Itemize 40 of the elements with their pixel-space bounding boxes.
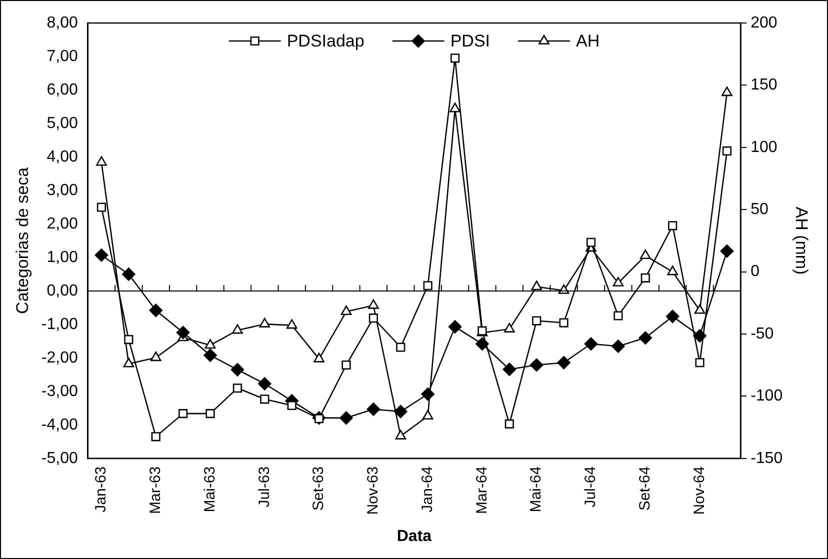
- y-tick-label: -5,00: [41, 450, 78, 467]
- y2-tick-label: 150: [750, 76, 778, 94]
- y-tick-label: -3,00: [41, 382, 78, 400]
- x-tick-label: Jan-64: [418, 466, 436, 512]
- x-axis-title: Data: [396, 528, 432, 545]
- y-tick-label: 4,00: [46, 148, 78, 166]
- y-tick-label: -4,00: [41, 416, 78, 434]
- x-tick-label: Nov-64: [690, 466, 708, 515]
- y-tick-label: 1,00: [46, 248, 78, 266]
- x-tick-label: Mai-64: [528, 466, 545, 512]
- y2-tick-label: -50: [750, 325, 774, 342]
- x-tick-label: Jan-63: [92, 466, 110, 512]
- y2-tick-label: 200: [750, 14, 778, 32]
- x-tick-label: Jul-64: [582, 466, 600, 508]
- y-tick-label: 5,00: [46, 114, 78, 132]
- x-tick-label: Set-64: [636, 466, 654, 511]
- y-axis-title: Categorias de seca: [12, 166, 32, 314]
- y-tick-label: -1,00: [41, 316, 78, 333]
- y2-tick-label: 50: [750, 201, 768, 218]
- y-tick-label: 3,00: [46, 182, 78, 199]
- y2-tick-label: -150: [750, 450, 783, 467]
- y-tick-label: 6,00: [46, 81, 78, 98]
- y-tick-label: 8,00: [46, 14, 78, 32]
- y-tick-label: -2,00: [41, 349, 78, 366]
- x-tick-label: Mar-64: [473, 466, 490, 514]
- y-tick-label: 0,00: [46, 282, 78, 300]
- legend-label: AH: [576, 32, 600, 51]
- x-tick-label: Mar-63: [147, 466, 164, 514]
- legend-label: PDSIadap: [286, 32, 364, 51]
- y2-tick-label: 100: [750, 138, 778, 156]
- y2-tick-label: 0: [750, 263, 760, 280]
- legend-label: PDSI: [450, 32, 490, 51]
- y-tick-label: 7,00: [46, 48, 78, 65]
- y2-tick-label: -100: [750, 388, 783, 405]
- x-tick-label: Set-63: [310, 466, 328, 511]
- y-tick-label: 2,00: [46, 215, 78, 232]
- x-tick-label: Nov-63: [364, 466, 382, 515]
- y2-axis-title: AH (mm): [792, 206, 812, 275]
- x-tick-label: Jul-63: [256, 466, 273, 508]
- x-tick-label: Mai-63: [201, 466, 218, 512]
